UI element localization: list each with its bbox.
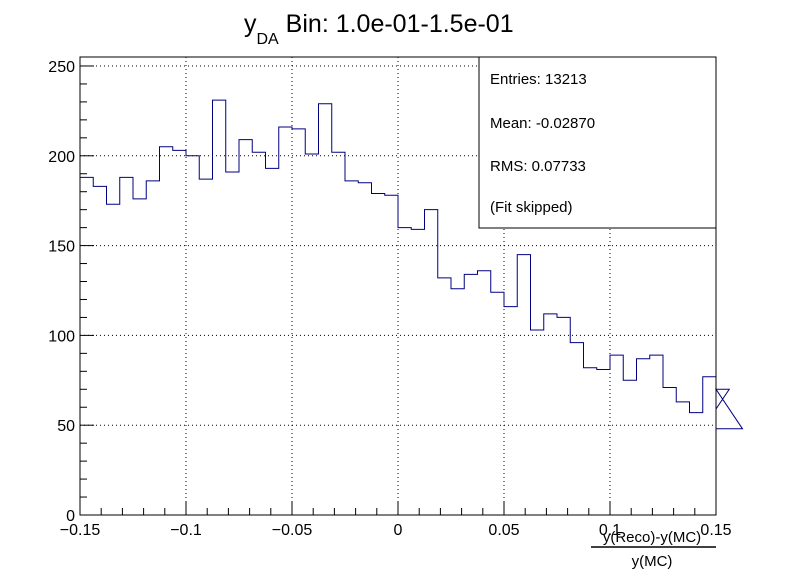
y-tick-label: 100 (48, 328, 75, 345)
x-axis-title-denominator: y(MC) (632, 553, 673, 570)
title-rest: Bin: 1.0e-01-1.5e-01 (279, 10, 514, 38)
x-tick-label: 0 (394, 522, 403, 539)
y-tick-label: 250 (48, 59, 75, 76)
x-tick-label: −0.05 (272, 522, 313, 539)
title-symbol: y (244, 10, 257, 38)
tick-labels: −0.15 −0.1 −0.05 0 0.05 0.1 0.15 0 50 100 150 200 25… (48, 59, 731, 539)
axis-ticks (79, 65, 717, 516)
y-tick-label: 50 (57, 418, 75, 435)
stats-box: Entries: 13213 Mean: -0.02870 RMS: 0.077… (478, 56, 717, 229)
y-tick-label: 200 (48, 149, 75, 166)
x-tick-label: 0.05 (488, 522, 519, 539)
y-tick-label: 150 (48, 239, 75, 256)
stats-fit: (Fit skipped) (490, 199, 573, 216)
x-tick-label: 0.15 (700, 522, 731, 539)
histogram-series (80, 99, 744, 430)
x-tick-label: −0.15 (60, 522, 101, 539)
x-tick-label: −0.1 (170, 522, 202, 539)
stats-mean: Mean: -0.02870 (490, 115, 595, 132)
title-subscript: DA (257, 31, 280, 48)
x-tick-label: 0.1 (599, 522, 621, 539)
stats-entries: Entries: 13213 (490, 71, 587, 88)
y-tick-label: 0 (66, 508, 75, 525)
x-axis-title-numerator: y(Reco)-y(MC) (603, 529, 701, 546)
x-axis-title: y(Reco)-y(MC) y(MC) (591, 529, 716, 570)
stats-rms: RMS: 0.07733 (490, 158, 586, 175)
chart-title: yDA Bin: 1.0e-01-1.5e-01 (244, 10, 514, 48)
